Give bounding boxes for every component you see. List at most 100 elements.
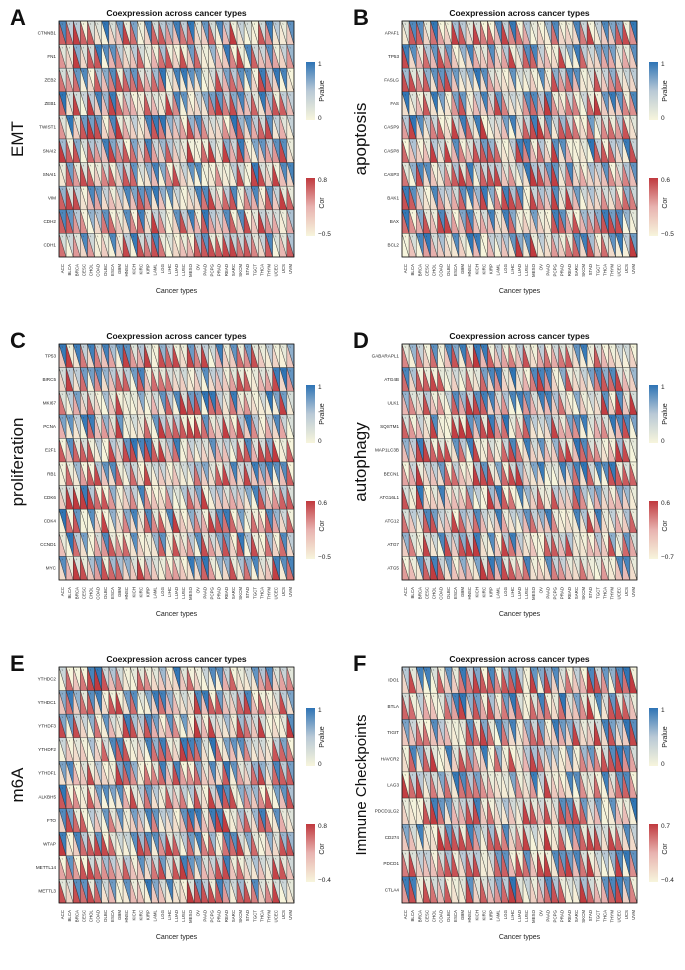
- gene-label: BAK1: [387, 196, 399, 201]
- cancer-type-label: LUAD: [174, 587, 179, 599]
- cancer-type-label: GBM: [460, 587, 465, 597]
- heatmap-grid: [401, 20, 638, 258]
- heatmap-border: [401, 343, 638, 581]
- gene-label: TWIST1: [39, 125, 56, 130]
- cancer-type-label: SKCM: [238, 264, 243, 277]
- cor-legend: 0.8 −0.5 Cor: [306, 177, 331, 238]
- cancer-type-label: TGCT: [595, 264, 600, 276]
- gene-label: ATG5: [387, 566, 399, 571]
- gene-label: VIM: [48, 196, 56, 201]
- cancer-type-label: PRAD: [217, 587, 222, 599]
- cancer-type-label: DLBC: [446, 587, 451, 599]
- gene-label: BCL2: [388, 243, 400, 248]
- gene-label: ZEB2: [45, 78, 57, 83]
- cancer-type-label: SKCM: [581, 264, 586, 277]
- cancer-type-label: UCS: [624, 264, 629, 273]
- cancer-type-label: CESC: [424, 587, 429, 599]
- cancer-type-label: KIRP: [489, 587, 494, 597]
- gene-label: E2F1: [45, 448, 56, 453]
- cancer-type-label: HNSC: [124, 264, 129, 276]
- panel-e: E Coexpression across cancer types m6A YTHD…: [0, 646, 342, 969]
- cancer-type-label: DLBC: [103, 264, 108, 276]
- pvalue-legend-title: Pvalue: [662, 403, 669, 425]
- pathway-label: apoptosis: [351, 103, 370, 176]
- cancer-type-label: OV: [195, 264, 200, 270]
- cancer-type-label: SARC: [574, 264, 579, 276]
- cancer-type-label: LAML: [496, 263, 501, 275]
- cancer-type-label: KIRC: [138, 587, 143, 598]
- cancer-type-label: CESC: [81, 587, 86, 599]
- cancer-type-label: LIHC: [510, 587, 515, 597]
- cancer-type-label: BLCA: [410, 264, 415, 276]
- cancer-type-label: UCS: [624, 587, 629, 596]
- pvalue-max-label: 1: [318, 61, 322, 68]
- gene-label: BAX: [390, 219, 399, 224]
- cancer-type-label: GBM: [460, 264, 465, 274]
- cancer-type-label: PCPG: [210, 586, 215, 599]
- cancer-type-label: READ: [224, 264, 229, 276]
- cancer-type-label: THYM: [267, 587, 272, 600]
- cancer-type-label: BLCA: [67, 264, 72, 276]
- pvalue-max-label: 1: [661, 61, 665, 68]
- chart-title: Coexpression across cancer types: [106, 331, 247, 341]
- gene-label: ATG7: [387, 542, 399, 547]
- cor-colorbar: [649, 501, 658, 559]
- cancer-type-label: LAML: [496, 586, 501, 598]
- pvalue-colorbar: [649, 62, 658, 120]
- cancer-type-label: LIHC: [510, 264, 515, 274]
- panel-letter: C: [10, 328, 26, 353]
- cancer-type-label: UCS: [281, 587, 286, 596]
- panel-e-heatmap: E Coexpression across cancer typesm6AYTHD…: [8, 651, 331, 941]
- heatmap-grid: [58, 343, 295, 581]
- heatmap-grid: [58, 20, 295, 258]
- pvalue-colorbar: [306, 62, 315, 120]
- gene-label: TP53: [388, 54, 399, 59]
- panel-a-heatmap: A Coexpression across cancer types EMT CTNN…: [8, 5, 331, 295]
- panel-a: A Coexpression across cancer types EMT CTNN…: [0, 0, 342, 323]
- cor-legend-title: Cor: [662, 197, 669, 209]
- cor-colorbar: [306, 178, 315, 236]
- cancer-type-label: KIRP: [146, 587, 151, 597]
- cancer-type-label: ACC: [403, 264, 408, 273]
- cancer-type-label: UCEC: [617, 587, 622, 599]
- cor-legend: 0.6 −0.5 Cor: [649, 177, 674, 238]
- cancer-type-label: LUSC: [524, 264, 529, 276]
- gene-label: CDK6: [44, 495, 57, 500]
- gene-label: ATG16L1: [380, 495, 400, 500]
- cancer-type-label: CHOL: [89, 263, 94, 276]
- cancer-type-label: BLCA: [410, 587, 415, 599]
- cancer-type-label: UCS: [281, 264, 286, 273]
- cancer-type-label: LAML: [153, 586, 158, 598]
- cancer-type-label: SARC: [231, 587, 236, 599]
- x-axis-title: Cancer types: [156, 288, 198, 295]
- cancer-type-label: UVM: [288, 264, 293, 274]
- cancer-type-label: READ: [567, 264, 572, 276]
- cancer-type-label: KICH: [131, 587, 136, 598]
- cancer-type-label: THCA: [259, 264, 264, 276]
- cancer-type-label: SKCM: [581, 587, 586, 600]
- x-axis-title: Cancer types: [156, 611, 198, 618]
- heatmap-grid: [401, 343, 638, 581]
- cancer-type-label: PAAD: [545, 264, 550, 276]
- cancer-type-label: PCPG: [210, 263, 215, 276]
- x-axis-title: Cancer types: [499, 288, 541, 295]
- cancer-type-label: SKCM: [238, 587, 243, 600]
- cancer-type-label: ESCA: [110, 264, 115, 276]
- panel-letter: E: [10, 651, 25, 676]
- cancer-type-label: READ: [567, 587, 572, 599]
- pathway-label: m6A: [8, 767, 27, 803]
- cancer-type-label: HNSC: [124, 587, 129, 599]
- cancer-type-label: GBM: [117, 264, 122, 274]
- gene-label: FN1: [47, 54, 56, 59]
- cancer-type-label: LIHC: [167, 587, 172, 597]
- panel-c: C Coexpression across cancer types prolife…: [0, 323, 342, 646]
- cancer-type-label: SARC: [574, 587, 579, 599]
- cancer-type-label: COAD: [439, 264, 444, 277]
- cancer-type-label: ESCA: [110, 587, 115, 599]
- pvalue-legend: 1 0 Pvalue: [306, 61, 326, 122]
- gene-label: MKI67: [43, 401, 57, 406]
- pathway-label: autophagy: [351, 422, 370, 502]
- pvalue-legend: 1 0 Pvalue: [649, 61, 669, 122]
- gene-label: ULK1: [388, 401, 400, 406]
- pvalue-min-label: 0: [318, 115, 322, 122]
